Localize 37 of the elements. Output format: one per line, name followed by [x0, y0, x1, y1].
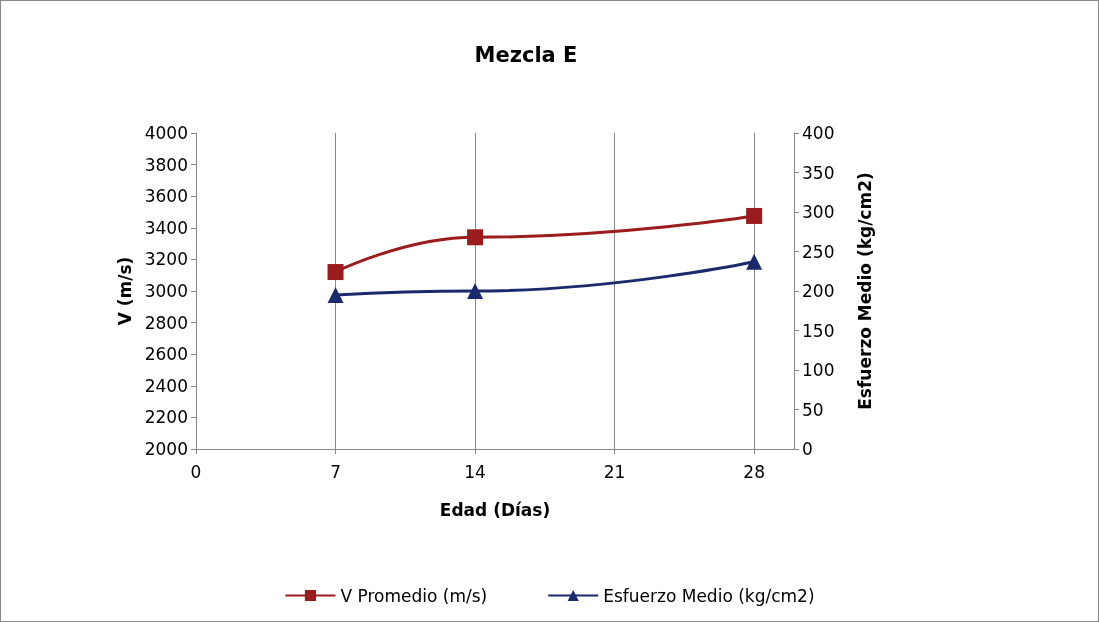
y2-tick-label: 50	[802, 399, 824, 420]
y-tick-label: 2200	[144, 407, 188, 428]
y-tick-label: 2600	[144, 344, 188, 365]
y2-tick-label: 400	[802, 123, 835, 143]
legend-label: V Promedio (m/s)	[340, 585, 488, 606]
point	[467, 283, 484, 299]
y2-tick-label: 0	[802, 439, 813, 459]
x-tick-label: 7	[330, 461, 341, 482]
y-tick-label: 4000	[144, 123, 188, 143]
y2-axis-title: Esfuerzo Medio (kg/cm2)	[854, 172, 875, 410]
chart-title: Mezcla E	[474, 42, 578, 67]
y-tick-label: 3200	[144, 249, 188, 270]
y-tick-label: 2800	[144, 312, 188, 333]
point	[746, 207, 763, 224]
x-tick-label: 28	[743, 461, 765, 482]
y2-tick-label: 100	[802, 360, 835, 380]
point	[327, 286, 344, 303]
x-tick-label: 21	[603, 461, 626, 482]
x-tick-label: 14	[464, 461, 486, 482]
y-tick-label: 3400	[144, 217, 188, 238]
point	[467, 229, 484, 246]
y-tick-label: 3600	[144, 186, 188, 207]
y-axis-title: V (m/s)	[115, 256, 136, 326]
y-tick-label: 2000	[144, 439, 188, 459]
y2-tick-label: 150	[802, 320, 835, 341]
x-tick-label: 0	[190, 461, 202, 482]
legend-label: Esfuerzo Medio (kg/cm2)	[603, 585, 815, 606]
point	[746, 253, 763, 270]
y2-tick-label: 300	[802, 202, 835, 222]
y2-tick-label: 200	[802, 281, 835, 301]
y-tick-label: 2400	[144, 375, 188, 396]
y-tick-label: 3000	[144, 281, 188, 301]
point	[327, 264, 344, 281]
y-tick-label: 3800	[144, 154, 188, 175]
y2-tick-label: 350	[802, 162, 835, 183]
x-axis-title: Edad (Días)	[439, 499, 551, 520]
y2-tick-label: 250	[802, 241, 835, 262]
